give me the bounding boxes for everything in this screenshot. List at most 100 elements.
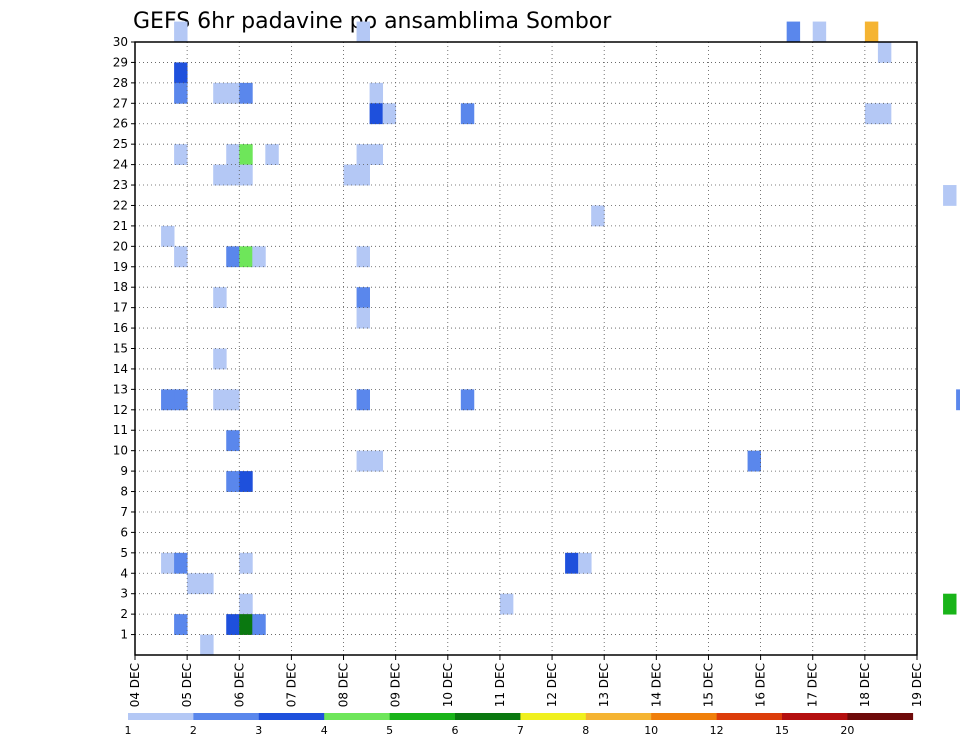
colorbar-label: 6 [452, 724, 459, 737]
heatmap-cell [213, 82, 227, 104]
heatmap-cell [565, 552, 579, 574]
colorbar-swatch [128, 713, 194, 720]
heatmap-cell [877, 42, 892, 63]
heatmap-cell [356, 287, 370, 309]
x-tick-label: 16 DEC [754, 663, 768, 707]
heatmap-cell [369, 144, 384, 165]
x-tick-label: 05 DEC [180, 663, 194, 707]
heatmap-cell [174, 62, 188, 84]
x-tick-label: 11 DEC [493, 663, 507, 707]
x-tick-label: 09 DEC [389, 663, 403, 707]
x-tick-label: 10 DEC [441, 663, 455, 707]
heatmap-cell [747, 450, 761, 472]
y-tick-label: 18 [113, 280, 128, 294]
colorbar-swatch [585, 713, 652, 720]
heatmap-cell [239, 82, 253, 104]
heatmap-cell [356, 144, 370, 165]
x-tick-label: 12 DEC [545, 663, 559, 707]
heatmap-cell [226, 389, 240, 411]
x-tick-label: 18 DEC [858, 663, 872, 707]
x-tick-label: 04 DEC [128, 663, 142, 707]
colorbar-swatch [847, 713, 914, 720]
y-tick-label: 30 [113, 35, 128, 49]
y-tick-label: 21 [113, 219, 128, 233]
y-tick-label: 27 [113, 96, 128, 110]
y-tick-label: 24 [113, 158, 128, 172]
y-tick-label: 28 [113, 76, 128, 90]
y-tick-label: 22 [113, 198, 128, 212]
heatmap-cell [174, 389, 188, 411]
x-tick-label: 13 DEC [597, 663, 611, 707]
heatmap-cell [239, 164, 253, 186]
heatmap-cell [786, 21, 801, 43]
heatmap-cell [161, 552, 175, 574]
y-tick-label: 9 [120, 464, 128, 478]
heatmap-cell [174, 82, 188, 104]
heatmap-cell [187, 573, 201, 595]
colorbar-swatch [716, 713, 783, 720]
heatmap-cell [877, 103, 892, 125]
colorbar-label: 10 [644, 724, 658, 737]
heatmap-cell [213, 348, 227, 370]
heatmap-cell [226, 471, 240, 492]
heatmap-cell [226, 164, 240, 186]
heatmap-cell [252, 246, 266, 268]
heatmap-cell [226, 614, 240, 635]
y-tick-label: 10 [113, 444, 128, 458]
y-tick-label: 14 [113, 362, 128, 376]
heatmap-cell [369, 82, 384, 104]
y-tick-label: 1 [120, 628, 128, 642]
y-tick-label: 11 [113, 423, 128, 437]
y-tick-label: 13 [113, 382, 128, 396]
y-tick-label: 25 [113, 137, 128, 151]
heatmap-cell [239, 471, 253, 492]
colorbar-swatch [651, 713, 717, 720]
y-tick-label: 19 [113, 260, 128, 274]
x-tick-label: 08 DEC [337, 663, 351, 707]
colorbar-label: 8 [582, 724, 589, 737]
heatmap-cell [578, 552, 592, 574]
heatmap-cell [226, 246, 240, 268]
heatmap-cell [239, 593, 253, 615]
y-tick-label: 2 [120, 607, 128, 621]
heatmap-cell [200, 573, 214, 595]
heatmap-cell [956, 389, 960, 411]
y-tick-label: 16 [113, 321, 128, 335]
heatmap-cell [226, 82, 240, 104]
heatmap-cell [382, 103, 397, 125]
heatmap-cell [252, 614, 266, 635]
colorbar-swatch [324, 713, 390, 720]
y-tick-label: 5 [120, 546, 128, 560]
colorbar-swatch [455, 713, 521, 720]
heatmap-cell [864, 103, 879, 125]
colorbar-label: 20 [840, 724, 854, 737]
heatmap-cell [460, 389, 475, 411]
heatmap-cell [213, 164, 227, 186]
heatmap-cell [591, 205, 605, 227]
colorbar-swatch [389, 713, 456, 720]
heatmap-cell [239, 144, 253, 165]
heatmap-cell [226, 430, 240, 452]
x-tick-label: 07 DEC [284, 663, 298, 707]
colorbar-label: 12 [710, 724, 724, 737]
y-tick-label: 15 [113, 342, 128, 356]
colorbar-label: 5 [386, 724, 393, 737]
heatmap-cell [943, 185, 957, 206]
heatmap-cell [812, 21, 827, 43]
y-tick-label: 17 [113, 301, 128, 315]
y-tick-label: 7 [120, 505, 128, 519]
heatmap-cell [174, 144, 188, 165]
heatmap-cell [239, 552, 253, 574]
heatmap-cell [239, 614, 253, 635]
x-tick-label: 14 DEC [649, 663, 663, 707]
x-tick-label: 19 DEC [910, 663, 924, 707]
heatmap-cell [213, 287, 227, 309]
heatmap-cell [356, 21, 370, 43]
colorbar-swatch [520, 713, 587, 720]
heatmap-cell [356, 450, 370, 472]
heatmap-cell [174, 614, 188, 635]
colorbar-swatch [782, 713, 848, 720]
heatmap-cell [226, 144, 240, 165]
colorbar-label: 1 [125, 724, 132, 737]
